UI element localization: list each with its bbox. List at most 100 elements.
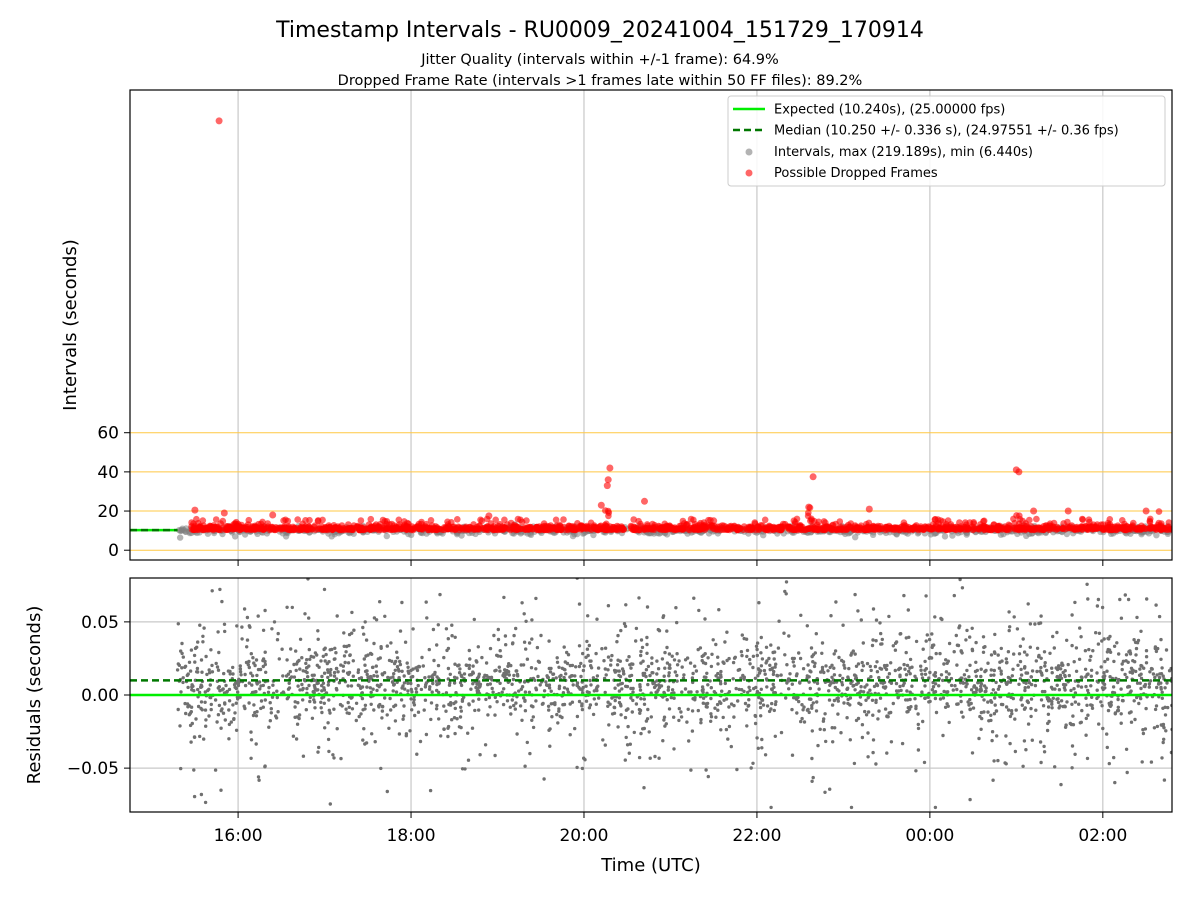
dropped-frame-point <box>454 516 461 523</box>
residual-point <box>414 666 418 670</box>
residual-point <box>352 628 356 632</box>
residual-point <box>923 672 928 676</box>
residual-point <box>1134 669 1138 674</box>
residual-point <box>747 698 751 702</box>
residual-point <box>683 687 688 691</box>
residual-point <box>1161 706 1165 710</box>
residual-point <box>560 715 564 720</box>
residual-point <box>346 661 351 665</box>
residual-point <box>1144 655 1149 659</box>
residual-point <box>547 708 551 712</box>
residual-point <box>562 645 566 649</box>
residual-point <box>380 716 384 720</box>
residual-point <box>830 703 835 707</box>
residual-point <box>1153 707 1158 712</box>
residual-point <box>444 627 449 631</box>
residual-point <box>1107 648 1112 652</box>
residual-point <box>708 679 712 683</box>
residual-point <box>486 682 490 687</box>
residual-point <box>904 698 908 702</box>
residual-point <box>247 701 251 705</box>
residual-point <box>1161 674 1165 678</box>
residual-point <box>580 707 585 712</box>
residual-point <box>618 674 623 679</box>
residual-point <box>806 663 810 667</box>
residual-point <box>189 710 193 714</box>
dropped-frame-point <box>282 516 289 524</box>
residual-point <box>477 672 481 676</box>
residual-point <box>228 672 232 676</box>
residual-point <box>815 700 819 704</box>
residual-point <box>672 696 676 700</box>
residual-point <box>740 688 744 692</box>
residual-point <box>612 711 617 715</box>
dropped-frame-point <box>358 526 366 533</box>
residual-point <box>866 696 870 700</box>
dropped-frame-point <box>952 526 959 533</box>
residual-point <box>614 669 619 673</box>
residual-point <box>1139 696 1143 701</box>
residual-point <box>699 721 703 725</box>
residual-point <box>773 734 777 738</box>
residual-point <box>249 756 253 760</box>
residual-point <box>301 698 305 702</box>
residual-point <box>782 631 786 635</box>
interval-point <box>179 525 186 532</box>
residual-point <box>316 681 320 685</box>
residual-point <box>575 714 580 719</box>
residual-point <box>679 715 684 719</box>
residual-point <box>1097 631 1102 635</box>
residual-point <box>271 683 275 687</box>
residual-point <box>779 730 784 735</box>
residual-point <box>432 658 436 663</box>
residual-point <box>398 659 402 664</box>
residual-point <box>986 661 990 665</box>
residual-point <box>586 614 590 618</box>
residual-point <box>613 686 617 690</box>
residual-point <box>612 705 616 709</box>
residual-point <box>347 643 351 648</box>
residual-point <box>1039 760 1043 765</box>
residual-point <box>1070 613 1074 617</box>
residual-point <box>334 666 339 671</box>
residual-point <box>1123 672 1127 677</box>
residual-point <box>642 702 647 706</box>
residual-point <box>1049 685 1054 689</box>
dropped-frame-point <box>902 524 910 532</box>
residual-point <box>567 573 570 576</box>
residual-point <box>606 704 610 708</box>
residual-point <box>219 709 223 713</box>
residual-point <box>483 743 488 747</box>
residual-point <box>276 631 280 636</box>
residual-point <box>175 668 180 672</box>
chart-title: Timestamp Intervals - RU0009_20241004_15… <box>275 18 924 43</box>
residual-point <box>1076 684 1080 688</box>
residual-point <box>903 667 907 671</box>
residual-point <box>513 707 517 711</box>
residual-point <box>208 683 212 687</box>
dropped-frame-point <box>961 526 969 533</box>
residual-point <box>261 683 265 688</box>
residual-point <box>1149 760 1154 764</box>
residual-point <box>298 637 303 641</box>
residual-point <box>524 619 528 623</box>
residual-point <box>1169 666 1172 671</box>
residual-point <box>1023 706 1027 710</box>
residual-point <box>202 626 206 630</box>
residual-point <box>539 633 543 638</box>
residual-point <box>665 661 670 665</box>
residual-point <box>223 702 227 706</box>
dropped-frame-point <box>763 526 771 534</box>
residual-point <box>974 690 978 694</box>
residual-point <box>245 615 250 620</box>
residual-point <box>301 669 305 673</box>
residual-point <box>1073 752 1077 756</box>
residual-point <box>466 731 470 735</box>
residual-point <box>520 685 525 689</box>
residual-point <box>834 600 838 604</box>
residual-point <box>591 676 596 680</box>
residual-point <box>965 668 969 673</box>
residual-point <box>675 673 679 678</box>
residual-point <box>629 673 634 678</box>
residual-point <box>514 626 518 631</box>
